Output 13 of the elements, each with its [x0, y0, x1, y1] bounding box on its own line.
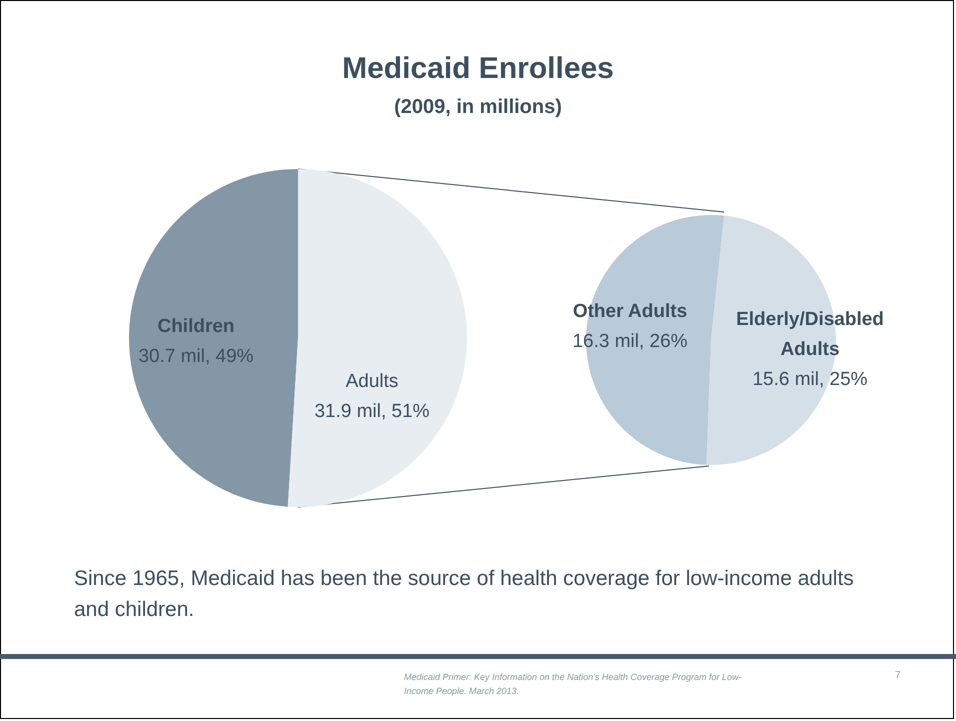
text: Medicaid Primer: Key Information on the Nation’s Health Coverage Program for Low-Income People. March 2013.: [404, 671, 742, 698]
pie-slice: [129, 169, 298, 507]
slice-label: Adults: [344, 370, 400, 394]
chart-subtitle: (2009, in millions): [393, 96, 563, 119]
text: Since 1965, Medicaid has been the source of health coverage for low-income adults and children.: [74, 566, 855, 623]
slice-label: Children: [156, 315, 236, 339]
text: 7: [895, 670, 901, 681]
data-label: 31.9 mil, 51%: [313, 400, 431, 424]
slice-label: Elderly/Disabled Adults: [735, 308, 885, 362]
data-label: 30.7 mil, 49%: [137, 345, 255, 369]
chart-title: Medicaid Enrollees: [341, 52, 615, 86]
data-label: 15.6 mil, 25%: [751, 368, 869, 392]
pie-slice: [288, 169, 467, 507]
